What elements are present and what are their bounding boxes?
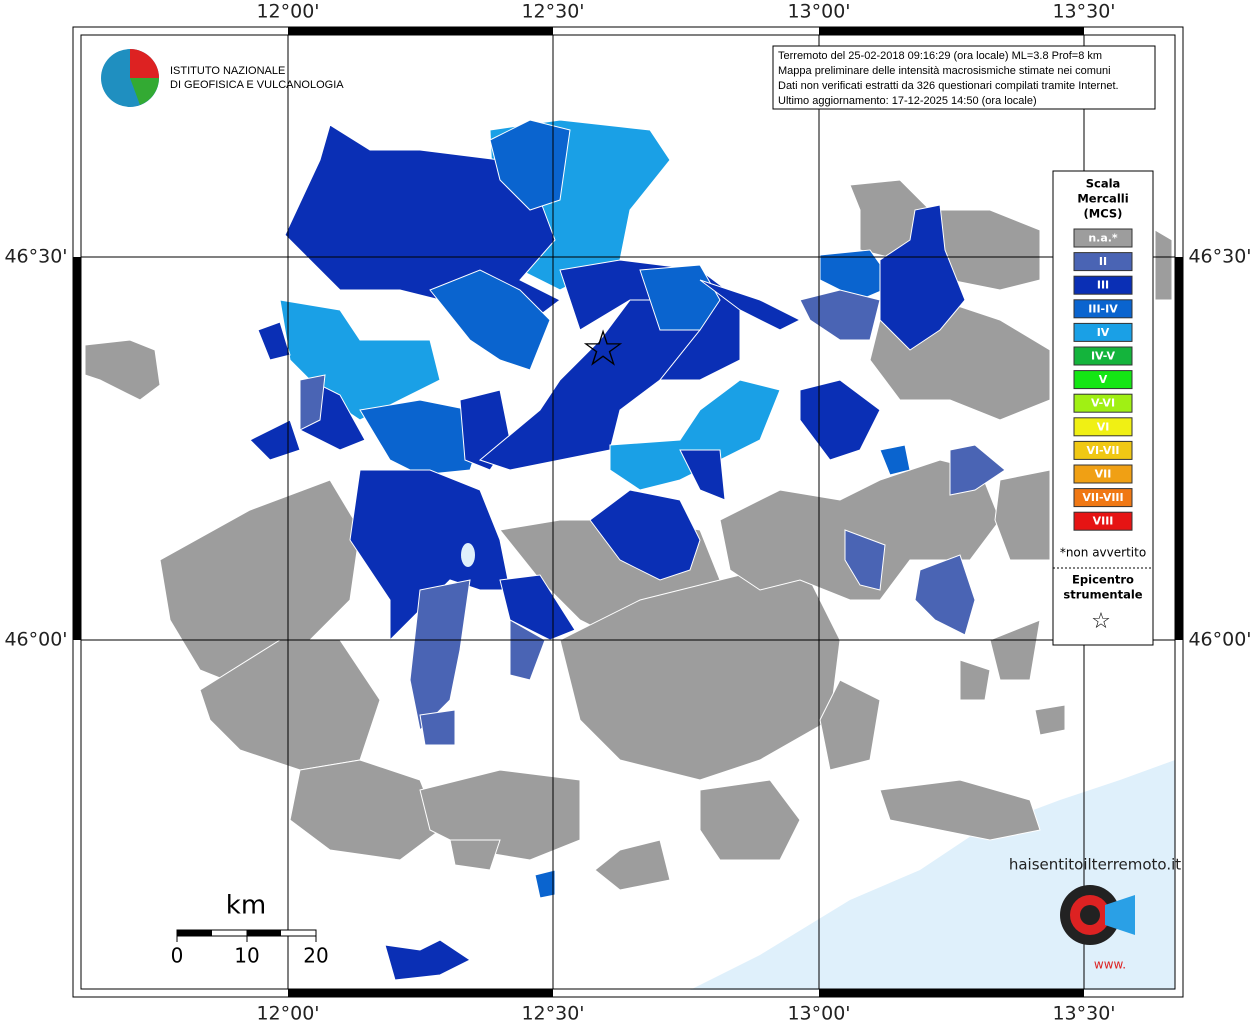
legend-label: II: [1099, 255, 1107, 268]
legend-title: Scala: [1086, 177, 1121, 191]
legend-label: III: [1097, 279, 1109, 292]
legend: ScalaMercalli(MCS)n.a.*IIIIIIII-IVIVIV-V…: [1060, 177, 1146, 602]
legend-label: V: [1099, 373, 1108, 386]
info: Terremoto del 25-02-2018 09:16:29 (ora l…: [778, 50, 1119, 107]
info-line: Mappa preliminare delle intensità macros…: [778, 65, 1111, 77]
legend-label: V-VI: [1091, 397, 1115, 410]
legend-swatch: [1073, 346, 1133, 366]
lon-label: 12°30': [521, 1003, 584, 1024]
scale-bar: km: [176, 891, 317, 942]
legend-swatch: [1073, 393, 1133, 413]
legend-swatch: [1073, 464, 1133, 484]
epicenter-star: ☆: [581, 320, 626, 378]
frame-bars: [73, 27, 1183, 997]
ingv-logo: ISTITUTO NAZIONALE DI GEOFISICA E VULCAN…: [101, 49, 344, 107]
legend-swatch: [1073, 228, 1133, 248]
legend-title: Mercalli: [1077, 192, 1128, 206]
legend-swatch: [1073, 488, 1133, 508]
municipalities-na: [84, 179, 1173, 891]
brand-text: www.: [1094, 958, 1126, 972]
lon-label: 13°00': [787, 1003, 850, 1024]
legend-label: VII-VIII: [1082, 491, 1123, 504]
brand-text: haisentitoilterremoto.it: [1009, 856, 1181, 874]
scale-tick-label: 20: [303, 944, 328, 968]
legend-swatch: [1073, 275, 1133, 295]
legend-swatch: [1073, 252, 1133, 272]
logo-text: ISTITUTO NAZIONALE: [170, 65, 285, 77]
legend-label: VI: [1097, 420, 1110, 433]
legend-swatch: [1073, 440, 1133, 460]
info-line: Ultimo aggiornamento: 17-12-2025 14:50 (…: [778, 95, 1037, 107]
scale-tick-label: 0: [171, 944, 184, 968]
legend-swatch: [1073, 417, 1133, 437]
legend-swatch: [1073, 322, 1133, 342]
legend-label: III-IV: [1088, 302, 1118, 315]
lon-label: 12°00': [256, 1, 319, 23]
lon-label: 13°30': [1052, 1003, 1115, 1024]
scale-unit: km: [226, 891, 266, 921]
legend-star: ☆: [1091, 609, 1111, 634]
lat-label: 46°00': [4, 629, 67, 651]
legend-swatch: [1073, 511, 1133, 531]
lon-label: 12°30': [521, 1, 584, 23]
lon-label: 13°30': [1052, 1, 1115, 23]
lat-label: 46°30': [4, 246, 67, 268]
info-line: Dati non verificati estratti da 326 ques…: [778, 80, 1119, 92]
legend-label: VIII: [1093, 515, 1114, 528]
legend-swatch: [1073, 370, 1133, 390]
lat-label: 46°00': [1188, 629, 1251, 651]
legend-label: IV-V: [1091, 350, 1116, 363]
legend-label: VI-VII: [1086, 444, 1119, 457]
logo-text: DI GEOFISICA E VULCANOLOGIA: [170, 79, 344, 91]
municipalities-felt: [249, 119, 1006, 981]
legend-label: IV: [1097, 326, 1110, 339]
legend-title: (MCS): [1084, 207, 1123, 221]
legend-swatch: [1073, 299, 1133, 319]
lat-label: 46°30': [1188, 246, 1251, 268]
legend-epicenter: Epicentro: [1072, 573, 1134, 587]
legend-note: *non avvertito: [1060, 546, 1146, 560]
scale-tick-label: 10: [234, 944, 259, 968]
lon-label: 12°00': [256, 1003, 319, 1024]
info-box: [772, 45, 1156, 110]
brand-logo: haisentitoilterremoto.it www.: [1009, 856, 1181, 972]
legend-label: VII: [1095, 468, 1112, 481]
sea: [690, 760, 1175, 990]
info-line: Terremoto del 25-02-2018 09:16:29 (ora l…: [778, 50, 1102, 62]
scale-ticks: 0 10 20: [171, 944, 329, 968]
legend-epicenter: strumentale: [1063, 588, 1142, 602]
legend-label: n.a.*: [1088, 232, 1118, 245]
lon-label: 13°00': [787, 1, 850, 23]
